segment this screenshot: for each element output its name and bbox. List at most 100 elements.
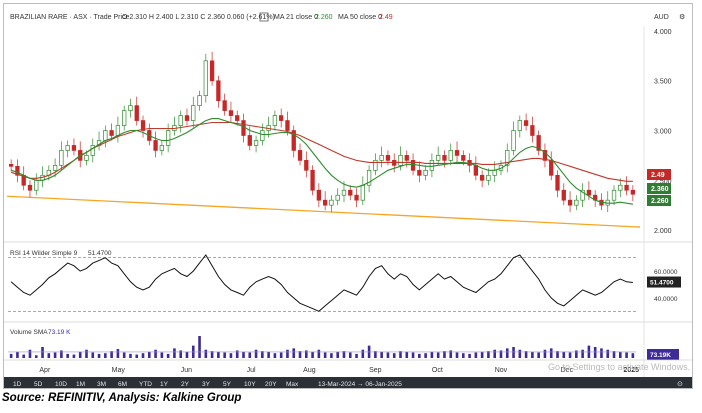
volume-pane: Volume SMA 73.19 K 73.19K <box>4 329 692 361</box>
ma21-value: 2.260 <box>315 14 333 21</box>
candle-body <box>379 155 384 161</box>
candle-body <box>505 150 510 166</box>
rsi-tick-label: 40.0000 <box>654 296 678 303</box>
volume-bar <box>60 350 63 358</box>
price-tick-label: 3.000 <box>654 129 672 136</box>
candle-body <box>423 169 428 176</box>
volume-bar <box>355 353 358 358</box>
volume-bar <box>286 349 289 358</box>
price-tick-label: 2.000 <box>654 228 672 235</box>
month-label: Dec <box>561 367 574 374</box>
candle-body <box>442 155 447 161</box>
range-button-max[interactable]: Max <box>286 381 299 388</box>
month-label: Sep <box>369 367 382 374</box>
volume-bar <box>204 349 208 358</box>
candle-body <box>115 125 121 136</box>
volume-bar <box>104 353 107 358</box>
month-label: Jun <box>181 367 192 374</box>
candle-body <box>542 150 548 161</box>
volume-bar <box>273 353 277 358</box>
candle-body <box>247 135 252 146</box>
range-button-5d[interactable]: 5D <box>34 381 43 388</box>
candle-body <box>291 130 296 151</box>
range-button-20y[interactable]: 20Y <box>265 381 277 388</box>
volume-bar <box>392 353 396 358</box>
reset-zoom-icon[interactable]: ⊙ <box>677 381 683 388</box>
candle-body <box>410 160 416 171</box>
month-label: Aug <box>303 367 316 374</box>
volume-bar <box>575 350 578 358</box>
range-button-1m[interactable]: 1M <box>76 381 85 388</box>
support-trendline <box>7 195 641 228</box>
range-button-1y[interactable]: 1Y <box>160 381 169 388</box>
candle-body <box>216 80 221 102</box>
volume-bar <box>499 350 503 358</box>
volume-header-value: 73.19 K <box>48 329 71 336</box>
candle-body <box>624 184 629 191</box>
volume-bar <box>53 352 57 358</box>
volume-bar <box>229 353 233 358</box>
volume-bar <box>549 348 553 358</box>
volume-bar <box>305 350 308 358</box>
expand-icon[interactable] <box>259 12 269 22</box>
candle-body <box>398 155 403 166</box>
candle-body <box>473 164 479 176</box>
candle-body <box>373 160 378 171</box>
range-button-5y[interactable]: 5Y <box>223 381 232 388</box>
volume-bar <box>443 351 446 358</box>
candle-body <box>304 160 309 171</box>
candle-body <box>165 130 171 146</box>
volume-bar <box>518 349 522 358</box>
volume-badge-label: 73.19K <box>650 352 671 359</box>
volume-bar <box>198 336 201 358</box>
volume-bar <box>122 352 126 358</box>
range-button-3m[interactable]: 3M <box>97 381 106 388</box>
volume-bar <box>462 353 465 358</box>
volume-bar <box>9 353 13 358</box>
candle-body <box>329 199 334 206</box>
range-button-ytd[interactable]: YTD <box>139 381 152 388</box>
volume-bar <box>22 354 25 358</box>
windows-watermark: Go to Settings to activate Windows. <box>548 362 691 372</box>
candle-body <box>549 160 554 176</box>
toolbar-bg <box>4 377 692 388</box>
volume-bar <box>148 351 151 358</box>
volume-bar <box>505 348 509 358</box>
candle-body <box>561 189 566 201</box>
volume-bar <box>116 349 120 358</box>
candle-body <box>417 169 422 176</box>
volume-badge <box>647 349 679 360</box>
volume-bar <box>581 349 584 358</box>
volume-bar <box>34 355 38 358</box>
candle-body <box>140 120 146 131</box>
volume-bar <box>160 352 164 358</box>
volume-bar <box>323 352 327 358</box>
volume-bar <box>28 349 32 358</box>
candle-body <box>122 110 127 126</box>
range-button-10y[interactable]: 10Y <box>244 381 256 388</box>
range-button-3y[interactable]: 3Y <box>202 381 211 388</box>
range-button-2y[interactable]: 2Y <box>181 381 190 388</box>
candle-body <box>630 189 636 195</box>
rsi-pane: RSI 14 Wilder Simple 9 51.4700 60.0000 40.0… <box>4 250 692 323</box>
candle-body <box>34 179 39 191</box>
ma50-line <box>10 121 633 182</box>
range-button-1d[interactable]: 1D <box>13 381 22 388</box>
volume-bar <box>436 352 440 358</box>
candle-body <box>322 199 328 206</box>
price-chart[interactable]: BRAZILIAN RARE · ASX · Trade Price O 2.3… <box>4 4 693 389</box>
settings-icon[interactable]: ⚙ <box>679 13 685 21</box>
candle-body <box>366 169 372 186</box>
volume-bar <box>480 351 484 358</box>
volume-bar <box>279 352 283 358</box>
range-button-6m[interactable]: 6M <box>118 381 127 388</box>
candle-body <box>511 130 516 151</box>
candle-body <box>191 105 196 121</box>
volume-bar <box>474 352 478 358</box>
price-badge <box>647 195 671 206</box>
candle-body <box>222 100 227 111</box>
candle-body <box>492 169 497 176</box>
volume-bar <box>72 354 76 358</box>
candle-body <box>52 164 58 171</box>
range-button-10d[interactable]: 10D <box>55 381 67 388</box>
